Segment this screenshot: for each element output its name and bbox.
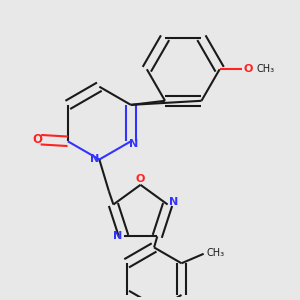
Text: CH₃: CH₃ — [256, 64, 274, 74]
Text: N: N — [169, 197, 178, 207]
Text: N: N — [90, 154, 99, 164]
Text: O: O — [32, 133, 42, 146]
Text: O: O — [136, 174, 145, 184]
Text: CH₃: CH₃ — [206, 248, 224, 258]
Text: N: N — [113, 231, 123, 242]
Text: N: N — [129, 140, 139, 149]
Text: O: O — [243, 64, 253, 74]
